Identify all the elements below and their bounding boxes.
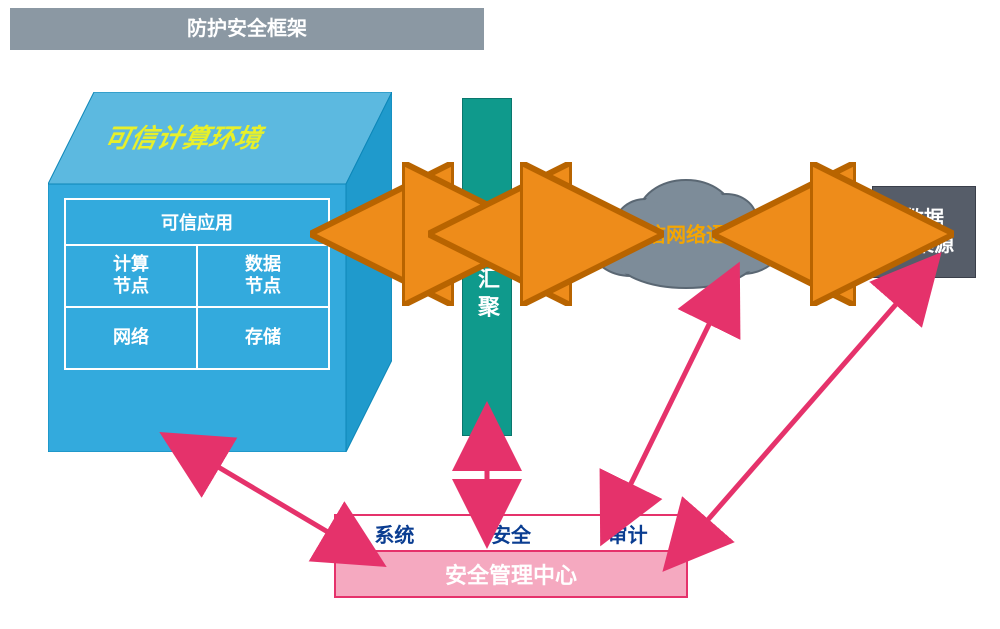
- trusted-network-cloud: 可信网络通信: [576, 168, 796, 298]
- header-bar: 防护安全框架: [10, 8, 484, 50]
- arrow-src-to-mgmt: [692, 286, 912, 538]
- mgmt-item-audit: 审计: [608, 519, 648, 548]
- arrow-cloud-to-mgmt: [620, 302, 720, 506]
- data-source-label: 数据采集源: [894, 206, 954, 258]
- grid-trusted-app: 可信应用: [64, 198, 330, 246]
- mgmt-item-security: 安全: [491, 519, 531, 548]
- grid-network: 网络: [64, 308, 196, 370]
- mgmt-item-system: 系统: [374, 519, 414, 548]
- aggregation-label: 数据汇聚: [471, 211, 503, 323]
- mgmt-center: 系统 安全 审计 安全管理中心: [334, 514, 688, 600]
- cube-grid: 可信应用 计算节点 数据节点 网络 存储: [64, 198, 330, 370]
- header-label: 防护安全框架: [187, 18, 307, 40]
- aggregation-bar: 数据汇聚: [462, 98, 512, 436]
- data-source-box: 数据采集源: [872, 186, 976, 278]
- cloud-label: 可信网络通信: [626, 219, 746, 248]
- cube-title: 可信计算环境: [99, 118, 272, 155]
- arrow-cube-to-mgmt: [198, 455, 348, 544]
- grid-row-1: 计算节点 数据节点: [64, 246, 330, 308]
- grid-data-node: 数据节点: [196, 246, 330, 308]
- mgmt-title: 安全管理中心: [334, 552, 688, 598]
- mgmt-items-row: 系统 安全 审计: [334, 514, 688, 552]
- grid-compute-node: 计算节点: [64, 246, 196, 308]
- grid-row-2: 网络 存储: [64, 308, 330, 370]
- grid-storage: 存储: [196, 308, 330, 370]
